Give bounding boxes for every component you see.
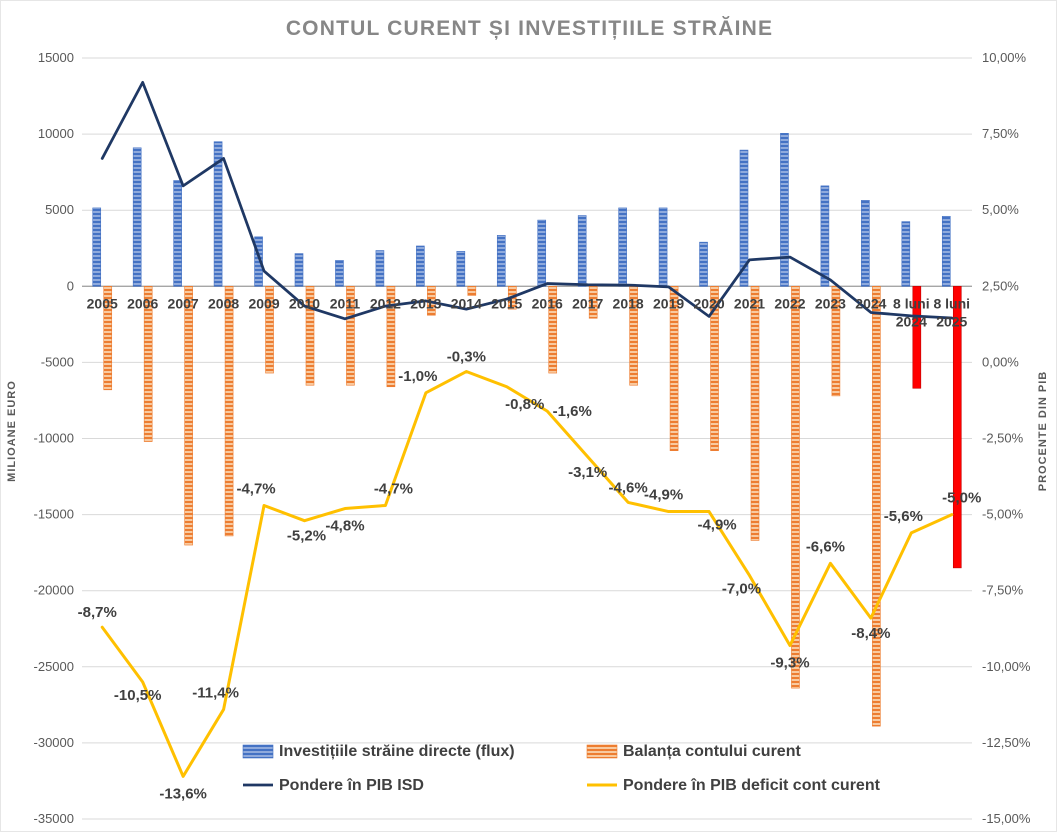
svg-text:2022: 2022 bbox=[774, 295, 805, 311]
svg-text:2023: 2023 bbox=[815, 295, 846, 311]
svg-text:7,50%: 7,50% bbox=[982, 126, 1019, 141]
svg-text:-8,4%: -8,4% bbox=[851, 625, 890, 642]
svg-text:2024: 2024 bbox=[896, 313, 927, 329]
svg-text:2007: 2007 bbox=[168, 295, 199, 311]
svg-text:2006: 2006 bbox=[127, 295, 158, 311]
svg-text:2019: 2019 bbox=[653, 295, 684, 311]
svg-text:2013: 2013 bbox=[410, 295, 441, 311]
svg-text:2024: 2024 bbox=[855, 295, 886, 311]
svg-text:-1,6%: -1,6% bbox=[553, 403, 592, 420]
svg-text:2011: 2011 bbox=[330, 295, 361, 311]
svg-text:-15,00%: -15,00% bbox=[982, 811, 1031, 826]
svg-text:-9,3%: -9,3% bbox=[770, 654, 809, 671]
svg-text:2021: 2021 bbox=[734, 295, 765, 311]
svg-text:2016: 2016 bbox=[532, 295, 563, 311]
svg-text:8 luni: 8 luni bbox=[933, 295, 970, 311]
svg-text:-4,8%: -4,8% bbox=[325, 518, 364, 535]
svg-text:0,00%: 0,00% bbox=[982, 354, 1019, 369]
svg-text:-10,00%: -10,00% bbox=[982, 659, 1031, 674]
svg-text:-7,50%: -7,50% bbox=[982, 583, 1024, 598]
svg-text:-2,50%: -2,50% bbox=[982, 431, 1024, 446]
svg-text:2009: 2009 bbox=[248, 295, 279, 311]
svg-text:-12,50%: -12,50% bbox=[982, 735, 1031, 750]
svg-text:-5,00%: -5,00% bbox=[982, 507, 1024, 522]
svg-text:Pondere în PIB deficit cont cu: Pondere în PIB deficit cont curent bbox=[623, 777, 881, 794]
svg-text:-10000: -10000 bbox=[34, 431, 74, 446]
svg-text:2,50%: 2,50% bbox=[982, 278, 1019, 293]
svg-text:-5,6%: -5,6% bbox=[884, 508, 923, 525]
svg-text:2018: 2018 bbox=[613, 295, 644, 311]
svg-text:-5,2%: -5,2% bbox=[287, 528, 326, 545]
svg-text:-13,6%: -13,6% bbox=[159, 785, 207, 802]
svg-text:2014: 2014 bbox=[451, 295, 482, 311]
svg-text:-0,8%: -0,8% bbox=[505, 396, 544, 413]
svg-text:-5000: -5000 bbox=[41, 354, 74, 369]
svg-text:-3,1%: -3,1% bbox=[568, 464, 607, 481]
svg-text:Pondere în PIB ISD: Pondere în PIB ISD bbox=[279, 777, 424, 794]
svg-text:-4,7%: -4,7% bbox=[374, 480, 413, 497]
svg-text:10000: 10000 bbox=[38, 126, 74, 141]
svg-text:-10,5%: -10,5% bbox=[114, 687, 162, 704]
svg-text:5000: 5000 bbox=[45, 202, 74, 217]
svg-text:2008: 2008 bbox=[208, 295, 239, 311]
svg-text:-35000: -35000 bbox=[34, 811, 74, 826]
svg-text:8 luni: 8 luni bbox=[893, 295, 930, 311]
svg-text:2025: 2025 bbox=[936, 313, 967, 329]
svg-text:2012: 2012 bbox=[370, 295, 401, 311]
svg-text:-5,0%: -5,0% bbox=[942, 490, 981, 507]
svg-text:-4,9%: -4,9% bbox=[644, 487, 683, 504]
svg-text:PROCENTE DIN PIB: PROCENTE DIN PIB bbox=[1037, 371, 1049, 492]
svg-text:15000: 15000 bbox=[38, 50, 74, 65]
svg-text:Investițiile străine directe (: Investițiile străine directe (flux) bbox=[279, 743, 515, 760]
svg-text:MILIOANE EURO: MILIOANE EURO bbox=[6, 380, 18, 482]
svg-text:-4,6%: -4,6% bbox=[609, 479, 648, 496]
svg-text:-1,0%: -1,0% bbox=[398, 368, 437, 385]
svg-text:-11,4%: -11,4% bbox=[192, 684, 239, 701]
svg-text:-25000: -25000 bbox=[34, 659, 74, 674]
svg-text:-30000: -30000 bbox=[34, 735, 74, 750]
svg-text:2020: 2020 bbox=[693, 295, 724, 311]
svg-text:2005: 2005 bbox=[87, 295, 118, 311]
svg-text:10,00%: 10,00% bbox=[982, 50, 1027, 65]
svg-text:2010: 2010 bbox=[289, 295, 320, 311]
svg-text:2017: 2017 bbox=[572, 295, 603, 311]
svg-text:0: 0 bbox=[67, 278, 74, 293]
svg-text:-15000: -15000 bbox=[34, 507, 74, 522]
svg-text:-6,6%: -6,6% bbox=[806, 538, 845, 555]
svg-text:-8,7%: -8,7% bbox=[78, 604, 117, 621]
svg-text:-0,3%: -0,3% bbox=[447, 349, 486, 366]
svg-text:-4,7%: -4,7% bbox=[236, 480, 275, 497]
svg-text:-20000: -20000 bbox=[34, 583, 74, 598]
svg-text:Balanța contului curent: Balanța contului curent bbox=[623, 743, 801, 760]
svg-text:2015: 2015 bbox=[491, 295, 522, 311]
svg-text:-7,0%: -7,0% bbox=[722, 580, 761, 597]
svg-text:-4,9%: -4,9% bbox=[697, 517, 736, 534]
svg-text:5,00%: 5,00% bbox=[982, 202, 1019, 217]
